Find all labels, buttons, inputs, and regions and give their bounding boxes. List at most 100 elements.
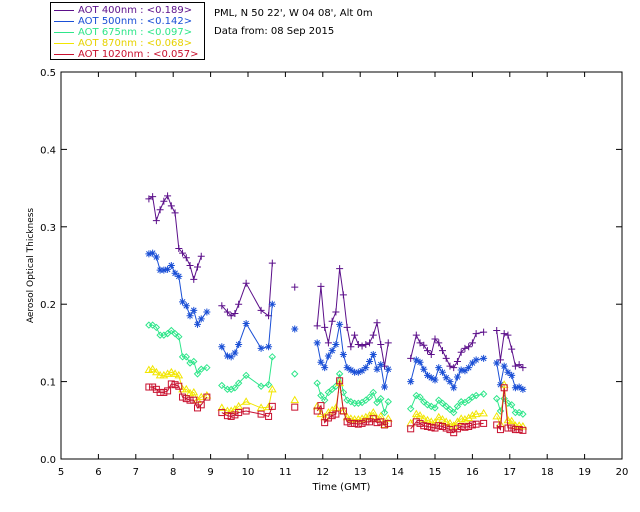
data-point xyxy=(171,329,179,338)
data-point xyxy=(377,361,385,369)
plot-frame xyxy=(60,71,623,460)
data-point xyxy=(368,408,378,416)
data-point xyxy=(507,416,517,425)
data-point xyxy=(468,411,477,419)
data-point xyxy=(492,411,502,420)
data-point xyxy=(347,419,355,427)
data-point xyxy=(203,363,211,372)
data-point xyxy=(358,342,366,350)
data-point xyxy=(167,380,175,388)
data-point xyxy=(377,394,385,403)
data-point xyxy=(511,362,519,370)
data-point xyxy=(231,309,239,317)
data-point xyxy=(193,370,202,378)
series-aot-400nm xyxy=(145,192,527,372)
data-point xyxy=(518,421,528,430)
data-point xyxy=(186,312,194,320)
series-aot-675nm xyxy=(145,321,527,418)
data-point xyxy=(256,403,266,411)
data-point xyxy=(461,367,469,375)
data-point xyxy=(231,349,239,357)
legend-label-870nm: AOT 870nm : <0.068> xyxy=(78,38,193,49)
data-point xyxy=(223,308,231,316)
data-point xyxy=(500,394,508,403)
data-point xyxy=(148,364,158,373)
data-point xyxy=(163,369,172,377)
data-point xyxy=(411,409,421,418)
data-point xyxy=(362,418,370,426)
data-point xyxy=(152,323,161,332)
data-point xyxy=(156,266,164,274)
data-point xyxy=(384,365,392,373)
data-point xyxy=(218,343,226,351)
x-tick-label: 5 xyxy=(58,467,64,478)
data-point xyxy=(227,385,235,394)
data-point xyxy=(196,392,206,401)
x-tick-label: 10 xyxy=(242,467,255,478)
data-point xyxy=(313,339,321,347)
data-point xyxy=(500,384,508,392)
data-point xyxy=(496,356,504,364)
data-point xyxy=(381,383,389,391)
data-point xyxy=(160,266,168,274)
data-point xyxy=(203,393,211,401)
data-point xyxy=(343,364,351,372)
data-point xyxy=(148,321,157,329)
y-tick-label: 0.5 xyxy=(40,68,56,79)
data-point xyxy=(442,424,450,432)
data-point xyxy=(366,357,374,365)
legend-item-1020nm: AOT 1020nm : <0.057> xyxy=(54,49,198,60)
data-point xyxy=(460,415,470,423)
data-point xyxy=(511,426,519,434)
data-point xyxy=(149,193,157,201)
data-point xyxy=(465,422,473,430)
data-point xyxy=(369,351,377,359)
data-point xyxy=(354,399,363,407)
data-point xyxy=(164,192,172,200)
y-tick-label: 0.1 xyxy=(40,378,56,389)
data-point xyxy=(515,383,523,391)
legend-item-870nm: AOT 870nm : <0.068> xyxy=(54,38,192,49)
data-point xyxy=(504,331,512,339)
legend-swatch-870nm xyxy=(54,42,74,44)
data-point xyxy=(291,283,299,291)
data-point xyxy=(167,326,176,335)
data-point xyxy=(347,366,355,374)
data-point xyxy=(493,327,501,335)
data-point xyxy=(358,367,366,375)
data-point xyxy=(431,424,439,432)
data-point xyxy=(508,424,516,432)
data-date: Data from: 08 Sep 2015 xyxy=(214,26,335,37)
data-point xyxy=(343,396,351,404)
data-point xyxy=(493,421,501,429)
data-point xyxy=(446,405,454,414)
data-point xyxy=(235,409,243,417)
data-point xyxy=(145,383,153,391)
data-point xyxy=(167,262,175,269)
data-point xyxy=(291,403,299,411)
data-point xyxy=(496,381,504,389)
data-point xyxy=(362,396,370,404)
data-point xyxy=(438,347,446,355)
data-point xyxy=(291,370,299,378)
data-point xyxy=(514,421,524,429)
series-aot-1020nm xyxy=(145,377,527,437)
data-point xyxy=(416,419,424,427)
data-point xyxy=(407,425,415,433)
data-point xyxy=(372,414,382,422)
data-point xyxy=(504,424,512,432)
data-point xyxy=(435,422,443,430)
data-point xyxy=(179,249,187,257)
legend-item-400nm: AOT 400nm : <0.189> xyxy=(54,5,192,16)
data-point xyxy=(175,272,183,280)
series-line xyxy=(316,373,389,415)
legend-label-500nm: AOT 500nm : <0.142> xyxy=(78,16,193,27)
x-tick-label: 8 xyxy=(170,467,176,478)
series-aot-500nm xyxy=(145,249,527,393)
data-point xyxy=(290,395,300,404)
data-point xyxy=(160,388,168,396)
data-point xyxy=(424,371,432,379)
data-point xyxy=(480,419,488,427)
data-point xyxy=(412,418,420,426)
